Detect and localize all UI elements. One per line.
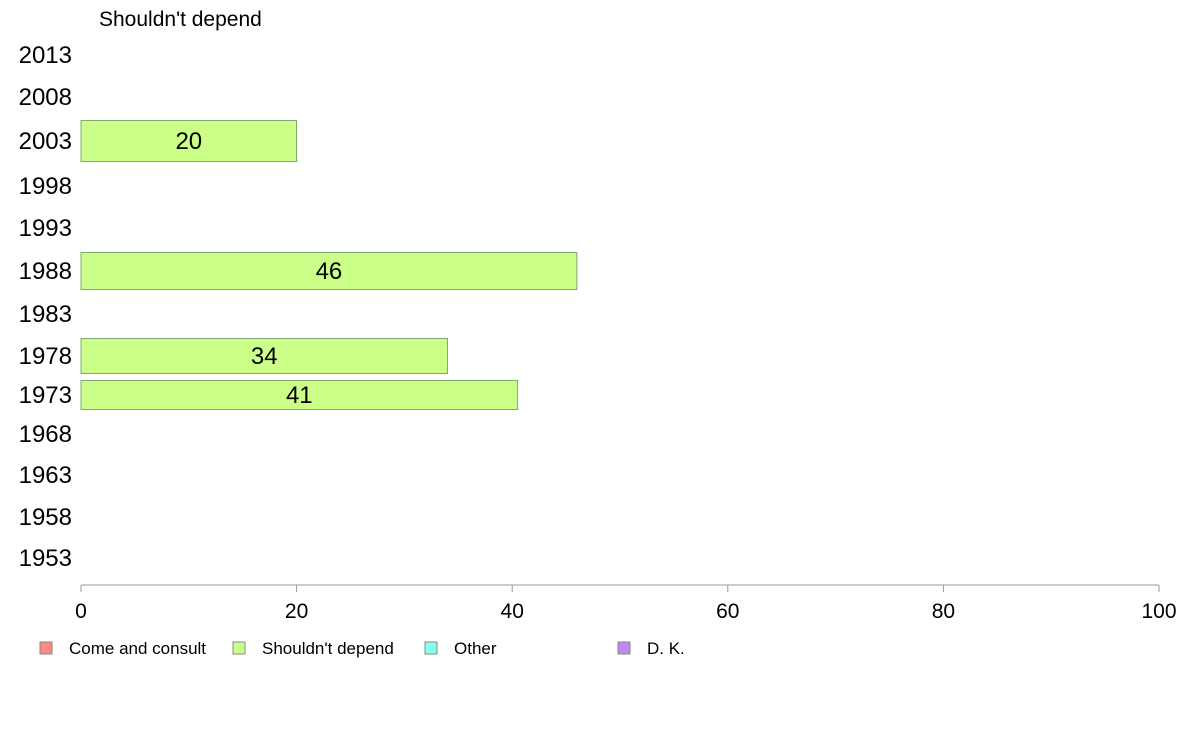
x-tick-label: 80 [932,600,955,623]
y-tick-label: 1953 [19,545,72,572]
y-tick-label: 1963 [19,462,72,489]
x-tick-label: 60 [716,600,739,623]
y-tick-label: 1968 [19,421,72,448]
legend-swatch [232,641,246,655]
bar-value-label: 46 [316,258,343,285]
legend-swatch [617,641,631,655]
legend-label: Come and consult [69,639,206,658]
chart-title: Shouldn't depend [99,8,262,31]
y-tick-label: 1988 [19,258,72,285]
x-tick-label: 100 [1141,600,1176,623]
x-axis: 0 20 40 60 80 100 [75,584,1177,623]
y-tick-label: 2003 [19,128,72,155]
y-tick-label: 1978 [19,343,72,370]
y-tick-label: 1998 [19,173,72,200]
y-tick-label: 1973 [19,382,72,409]
y-tick-label: 2008 [19,84,72,111]
x-tick-label: 20 [285,600,308,623]
bars: 20 46 34 41 [80,120,578,410]
y-tick-label: 1983 [19,301,72,328]
bar-value-label: 20 [175,128,202,155]
bar [80,252,578,290]
legend: Come and consult Shouldn't depend Other D. … [39,639,685,658]
legend-swatch [39,641,53,655]
bar [80,338,449,374]
legend-label: D. K. [647,639,685,658]
y-tick-label: 1993 [19,215,72,242]
x-tick-label: 0 [75,600,87,623]
x-tick-label: 40 [501,600,524,623]
legend-label: Shouldn't depend [262,639,394,658]
y-tick-label: 1958 [19,504,72,531]
bar [80,120,298,162]
bar [80,380,519,410]
legend-swatch [424,641,438,655]
y-tick-label: 2013 [19,42,72,69]
y-axis-ticks: 2013 2008 2003 1998 1993 1988 1983 1978 1973 1968… [19,42,72,572]
legend-label: Other [454,639,497,658]
bar-value-label: 34 [251,343,278,370]
bar-value-label: 41 [286,382,313,409]
